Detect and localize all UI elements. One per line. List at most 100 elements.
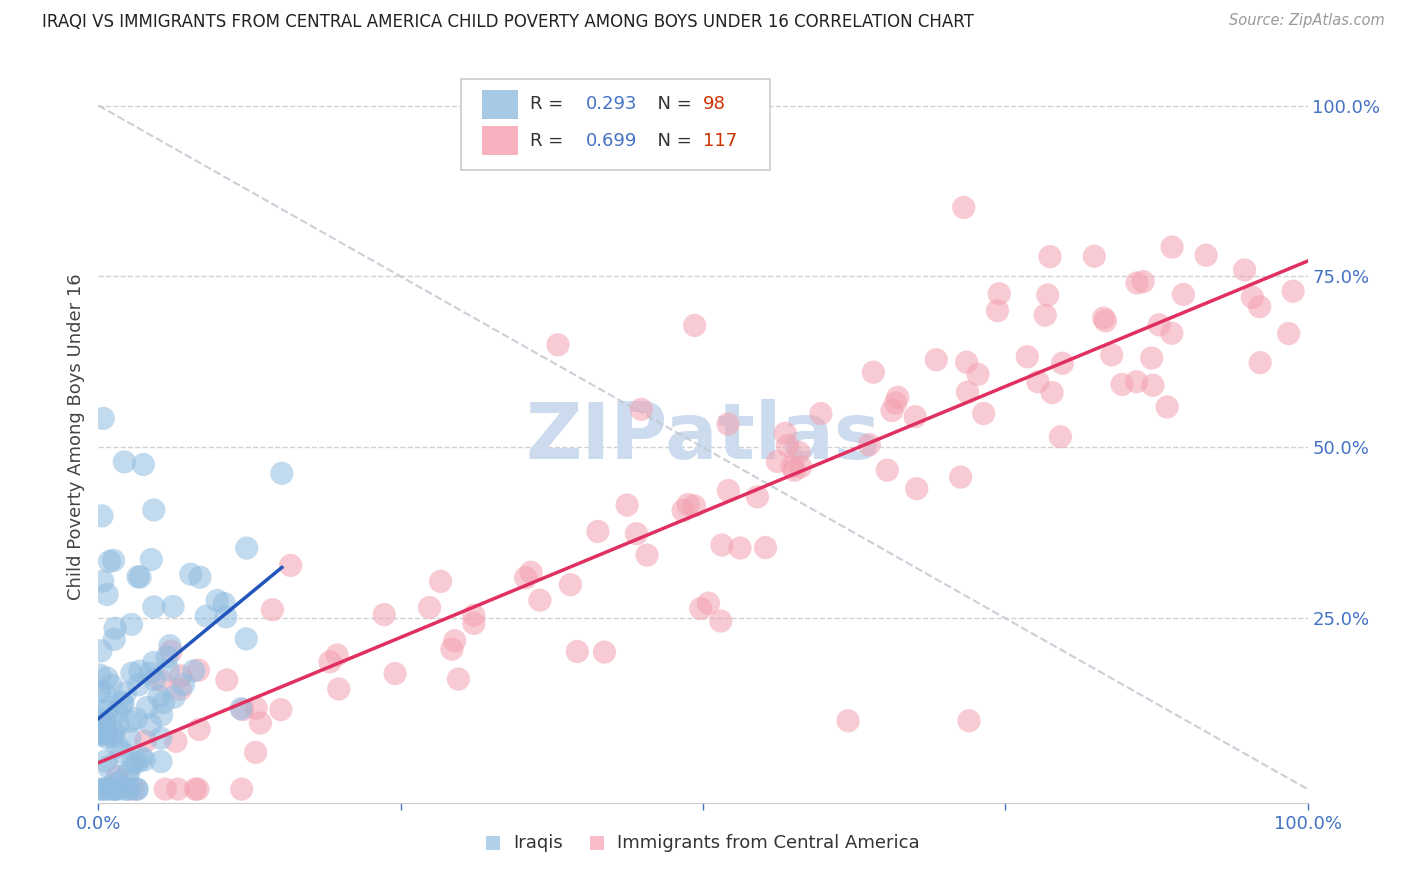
Point xyxy=(463,616,485,631)
Point xyxy=(149,673,172,687)
Point xyxy=(636,548,658,562)
Point xyxy=(96,587,118,601)
Point xyxy=(780,459,803,474)
Point xyxy=(862,365,884,379)
Point xyxy=(111,697,134,711)
Point xyxy=(1142,378,1164,392)
Point xyxy=(114,686,136,700)
Point xyxy=(117,782,139,797)
Point xyxy=(97,759,120,773)
Point xyxy=(887,390,910,404)
Point xyxy=(949,470,972,484)
Point xyxy=(973,407,995,421)
Point xyxy=(125,712,148,726)
Point xyxy=(925,352,948,367)
Point xyxy=(187,663,209,677)
Point xyxy=(108,775,131,789)
Point xyxy=(1147,318,1170,332)
Point xyxy=(173,677,195,691)
Y-axis label: Child Poverty Among Boys Under 16: Child Poverty Among Boys Under 16 xyxy=(66,274,84,600)
Point xyxy=(904,409,927,424)
Point xyxy=(1026,375,1049,389)
Point xyxy=(195,609,218,624)
Point xyxy=(104,782,127,797)
Point xyxy=(683,499,706,513)
Point xyxy=(755,541,778,555)
Point xyxy=(118,782,141,797)
Point xyxy=(112,782,135,797)
Point xyxy=(103,724,125,739)
Point xyxy=(1101,348,1123,362)
Point xyxy=(90,728,112,742)
Point xyxy=(169,669,191,683)
Text: N =: N = xyxy=(647,95,697,113)
Point xyxy=(100,678,122,692)
Point xyxy=(143,673,166,687)
Point xyxy=(155,782,177,797)
Point xyxy=(134,753,156,767)
Point xyxy=(1249,356,1271,370)
Point xyxy=(697,596,720,610)
Point xyxy=(1160,326,1182,341)
Point xyxy=(215,673,238,687)
Point xyxy=(515,571,537,585)
Point xyxy=(187,782,209,797)
Point xyxy=(139,666,162,681)
Text: N =: N = xyxy=(647,132,697,150)
Point xyxy=(547,338,569,352)
Point xyxy=(103,553,125,567)
Point xyxy=(567,644,589,658)
Point xyxy=(710,614,733,628)
Point xyxy=(96,726,118,740)
Point xyxy=(128,664,150,678)
Point xyxy=(529,593,551,607)
Point xyxy=(97,700,120,714)
Point xyxy=(139,717,162,731)
Point xyxy=(118,714,141,729)
Text: IRAQI VS IMMIGRANTS FROM CENTRAL AMERICA CHILD POVERTY AMONG BOYS UNDER 16 CORRE: IRAQI VS IMMIGRANTS FROM CENTRAL AMERICA… xyxy=(42,13,974,31)
Point xyxy=(163,690,186,705)
Text: 0.699: 0.699 xyxy=(586,132,637,150)
Point xyxy=(1083,249,1105,263)
Point xyxy=(1039,250,1062,264)
Point xyxy=(443,633,465,648)
Point xyxy=(672,503,695,517)
Point xyxy=(205,593,228,607)
Point xyxy=(787,445,810,459)
Point xyxy=(129,570,152,584)
Point xyxy=(245,701,267,715)
Text: 98: 98 xyxy=(703,95,725,113)
Point xyxy=(988,286,1011,301)
Point xyxy=(131,750,153,764)
Point xyxy=(105,705,128,719)
Point xyxy=(231,782,253,797)
Point xyxy=(1233,263,1256,277)
Point xyxy=(270,703,292,717)
Point xyxy=(710,538,733,552)
Point xyxy=(956,385,979,400)
Point xyxy=(440,642,463,657)
Point xyxy=(91,574,114,589)
Point xyxy=(103,632,125,647)
Point xyxy=(905,482,928,496)
Point xyxy=(188,723,211,737)
Point xyxy=(249,716,271,731)
Point xyxy=(783,463,806,477)
Point xyxy=(118,764,141,779)
Point xyxy=(1195,248,1218,262)
FancyBboxPatch shape xyxy=(482,90,517,119)
Point xyxy=(184,782,207,797)
Text: Source: ZipAtlas.com: Source: ZipAtlas.com xyxy=(1229,13,1385,29)
Point xyxy=(747,490,769,504)
Point xyxy=(136,700,159,714)
Point xyxy=(96,731,118,745)
Point xyxy=(837,714,859,728)
Point xyxy=(1017,350,1039,364)
Point xyxy=(103,782,125,797)
Point xyxy=(214,597,236,611)
Point xyxy=(121,617,143,632)
Point xyxy=(967,368,990,382)
Point xyxy=(111,745,134,759)
Point xyxy=(880,403,903,417)
Point xyxy=(956,355,979,369)
